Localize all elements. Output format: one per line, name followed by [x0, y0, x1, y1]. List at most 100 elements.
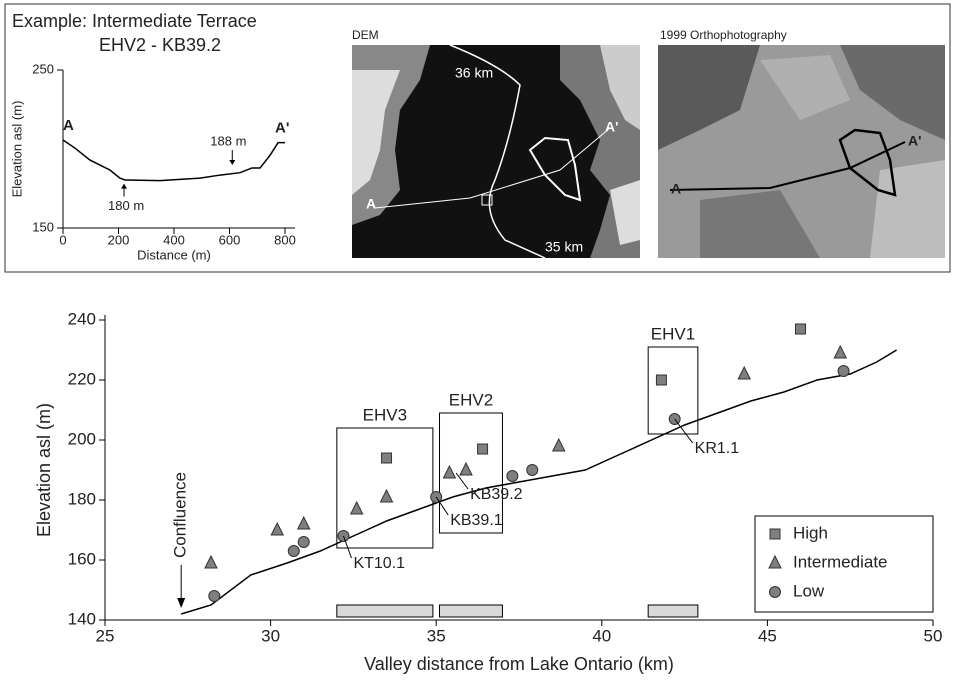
terrace-box: [439, 412, 503, 534]
y-tick-label: 250: [32, 61, 54, 76]
annotation: A: [63, 117, 74, 134]
legend-label: High: [793, 523, 828, 542]
y-axis-title: Elevation asl (m): [9, 101, 24, 198]
x-tick-label: 800: [274, 232, 296, 247]
x-tick-label: 50: [924, 626, 943, 645]
field: [760, 55, 850, 120]
triangle-marker: [379, 488, 394, 503]
map-label: A: [366, 196, 376, 212]
triangle-marker: [270, 521, 285, 536]
map-label: A': [908, 133, 921, 149]
x-tick-label: 30: [261, 626, 280, 645]
x-axis-title: Distance (m): [137, 247, 211, 262]
annotation: 188 m: [210, 133, 246, 148]
square-marker: [655, 374, 667, 386]
label-leader: [455, 472, 469, 490]
river: [449, 44, 546, 259]
transect: [374, 127, 611, 209]
dem-high: [610, 180, 640, 245]
annotation: A': [275, 120, 289, 137]
circle-marker: [208, 590, 221, 602]
terrace-outline: [528, 136, 582, 202]
y-tick-label: 240: [68, 309, 96, 328]
label-leader: [342, 535, 352, 559]
transect: [669, 141, 906, 191]
profile-line: [62, 139, 285, 182]
triangle-marker: [737, 365, 752, 380]
y-tick-label: 140: [68, 609, 96, 628]
panel-subtitle: EHV2 - KB39.2: [99, 35, 221, 55]
triangle-marker: [551, 437, 566, 452]
square-marker: [381, 452, 393, 464]
triangle-marker: [833, 344, 848, 359]
terrace-box: [647, 346, 699, 435]
point-label: KB39.1: [450, 512, 503, 529]
terrace-label: EHV3: [363, 405, 407, 424]
y-tick-label: 150: [32, 219, 54, 234]
y-tick-label: 200: [68, 429, 96, 448]
map-label: A': [605, 119, 618, 135]
square-marker: [795, 323, 807, 335]
terrace-box: [336, 427, 434, 549]
circle-marker: [837, 365, 850, 377]
y-tick-label: 180: [68, 489, 96, 508]
forest: [840, 45, 945, 140]
point-label: KR1.1: [695, 440, 740, 457]
panel-title: Example: Intermediate Terrace: [12, 11, 257, 31]
square-marker: [769, 528, 781, 540]
x-tick-label: 600: [219, 232, 241, 247]
dem-high: [352, 70, 400, 195]
legend-label: Intermediate: [793, 552, 888, 571]
circle-marker: [506, 470, 519, 482]
terrace-label: EHV1: [651, 324, 695, 343]
terrace-extent-bar: [336, 604, 434, 618]
forest: [700, 190, 820, 258]
y-tick-label: 220: [68, 369, 96, 388]
triangle-marker: [442, 464, 457, 479]
terrace-outline: [838, 128, 897, 197]
terrace-label: EHV2: [449, 390, 493, 409]
field: [870, 160, 945, 258]
triangle-marker: [204, 554, 218, 569]
terrace-extent-bar: [439, 604, 503, 618]
circle-marker: [297, 536, 310, 548]
dem-high: [600, 45, 640, 130]
x-tick-label: 0: [59, 232, 66, 247]
x-tick-label: 25: [96, 626, 115, 645]
circle-marker: [769, 586, 781, 598]
label-leader: [435, 496, 449, 516]
map-title: 1999 Orthophotography: [660, 28, 787, 42]
legend-frame: [754, 515, 934, 613]
annotation: 180 m: [108, 198, 144, 213]
x-tick-label: 45: [758, 626, 777, 645]
x-tick-label: 35: [427, 626, 446, 645]
x-tick-label: 200: [108, 232, 130, 247]
square-marker: [477, 443, 489, 455]
marker-box: [481, 194, 493, 206]
arrow-head: [229, 159, 236, 165]
x-axis-title: Valley distance from Lake Ontario (km): [364, 654, 674, 674]
map-label: 35 km: [545, 239, 583, 255]
ortho-map: A A': [658, 45, 945, 258]
y-axis-title: Elevation asl (m): [34, 403, 54, 537]
confluence-label: Confluence: [171, 472, 190, 558]
y-tick-label: 160: [68, 549, 96, 568]
label-leader: [674, 418, 694, 444]
map-label: 36 km: [455, 65, 493, 81]
triangle-marker: [768, 554, 782, 569]
x-tick-label: 40: [592, 626, 611, 645]
x-tick-label: 400: [163, 232, 185, 247]
terrace-extent-bar: [647, 604, 699, 618]
valley-profile: [180, 349, 897, 615]
arrow-head: [121, 183, 128, 189]
triangle-marker: [296, 515, 311, 530]
arrow-head: [177, 598, 186, 608]
circle-marker: [287, 545, 300, 557]
point-label: KB39.2: [470, 486, 523, 503]
map-label: A: [671, 181, 681, 197]
point-label: KT10.1: [353, 555, 405, 572]
triangle-marker: [349, 500, 364, 515]
legend-label: Low: [793, 581, 825, 600]
